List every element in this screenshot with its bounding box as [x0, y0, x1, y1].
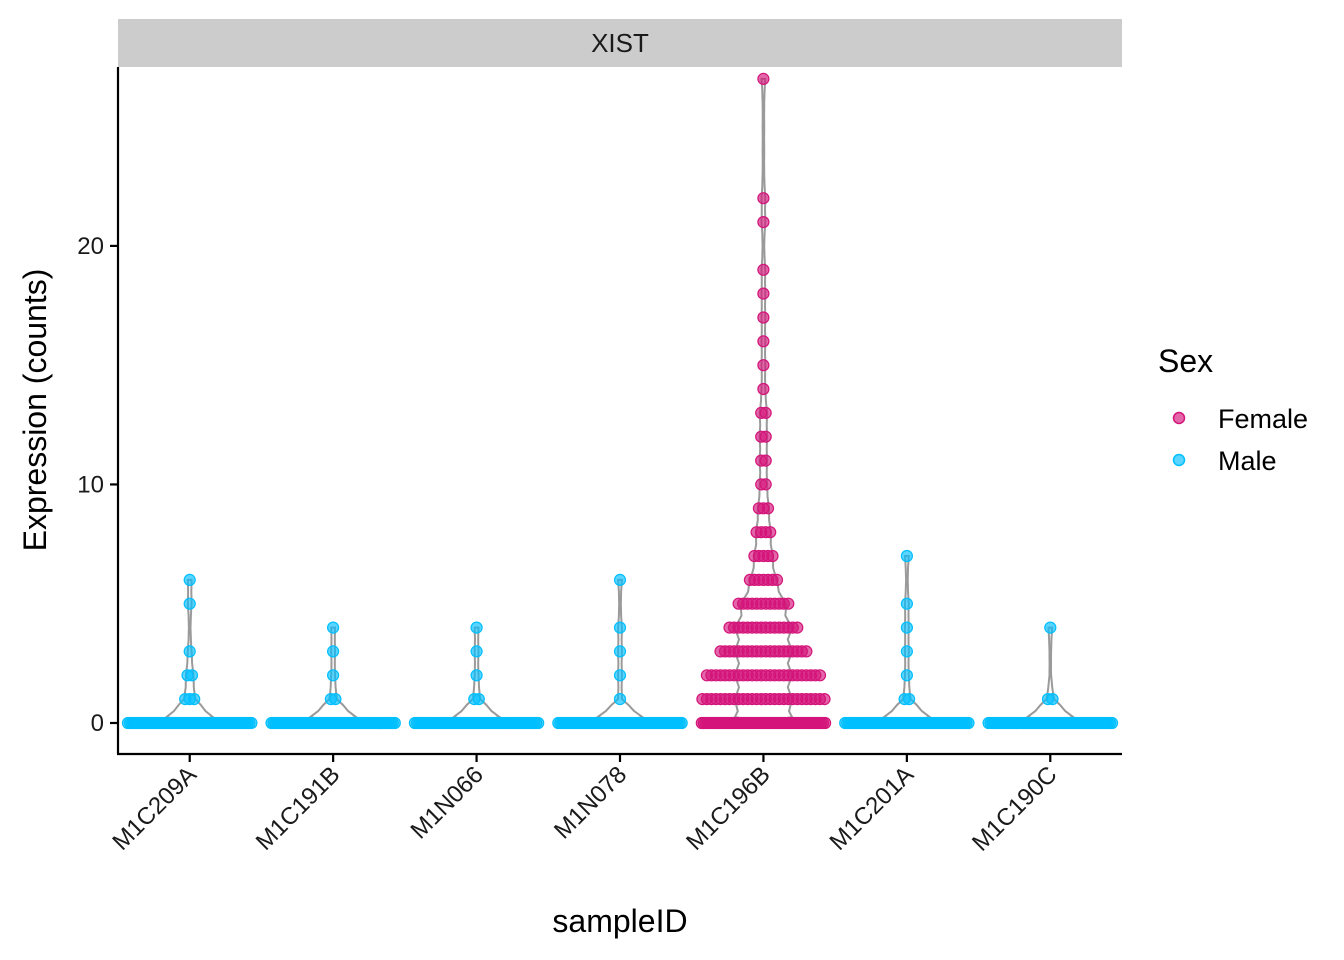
data-point: [183, 597, 196, 610]
x-tick-label: M1C190C: [967, 761, 1062, 856]
legend: Sex Female Male: [1158, 343, 1308, 476]
data-point: [327, 621, 340, 634]
data-point: [613, 573, 627, 587]
data-point: [675, 716, 688, 730]
facet-strip: [118, 19, 1122, 67]
data-point: [900, 645, 914, 658]
y-axis-title: Expression (counts): [17, 269, 53, 552]
y-axis-ticks: 0 10 20: [77, 233, 118, 737]
data-point: [1105, 716, 1119, 730]
data-point: [757, 192, 770, 205]
data-point: [900, 621, 914, 634]
legend-key-male: [1172, 453, 1186, 467]
data-point: [800, 645, 813, 658]
data-point: [759, 406, 772, 419]
data-point: [183, 645, 196, 658]
data-point: [1046, 692, 1059, 706]
x-axis-title: sampleID: [552, 903, 687, 939]
data-point: [470, 645, 483, 658]
data-point: [900, 597, 914, 610]
y-tick-label: 0: [91, 710, 104, 737]
data-point: [759, 478, 772, 491]
data-point: [766, 549, 779, 563]
x-tick-label: M1C209A: [107, 761, 202, 856]
facet-label: XIST: [591, 28, 649, 58]
data-point: [962, 716, 975, 730]
data-point: [818, 716, 832, 730]
data-point: [902, 692, 916, 706]
data-point: [764, 526, 777, 539]
x-tick-label: M1N078: [549, 761, 632, 844]
data-point: [759, 454, 772, 467]
legend-key-female: [1172, 411, 1186, 425]
data-point: [327, 645, 340, 658]
data-point: [757, 311, 770, 324]
data-point: [759, 430, 772, 443]
data-point: [757, 287, 770, 300]
data-point: [757, 359, 770, 372]
x-tick-label: M1C191B: [251, 761, 346, 856]
data-point: [188, 692, 201, 706]
x-axis-ticks: M1C209A M1C191B M1N066 M1N078 M1C196B M1C201A…: [107, 754, 1063, 857]
legend-label-male: Male: [1218, 446, 1277, 476]
data-point: [757, 335, 770, 348]
data-point: [900, 549, 914, 563]
data-point: [388, 716, 401, 730]
data-point: [183, 573, 196, 587]
data-point: [185, 669, 199, 682]
data-point: [770, 573, 784, 587]
data-point: [532, 716, 545, 730]
data-point: [757, 382, 770, 396]
data-point: [813, 669, 827, 682]
x-tick-label: M1N066: [406, 761, 489, 844]
y-tick-label: 10: [77, 471, 104, 498]
data-point: [470, 621, 483, 634]
data-point: [470, 669, 483, 682]
data-point: [818, 692, 831, 706]
data-point: [613, 621, 627, 634]
data-point: [757, 216, 770, 229]
data-point: [791, 621, 804, 634]
data-point: [329, 692, 342, 706]
data-point: [757, 72, 770, 86]
data-point: [245, 716, 258, 730]
violin-M1C190C: [1025, 626, 1076, 725]
legend-label-female: Female: [1218, 404, 1308, 434]
x-tick-label: M1C201A: [825, 761, 920, 856]
data-point: [757, 263, 770, 276]
data-point: [761, 502, 775, 515]
data-point: [327, 669, 340, 682]
x-tick-label: M1C196B: [681, 761, 776, 856]
data-point: [613, 645, 627, 658]
data-point: [782, 597, 795, 610]
data-point: [613, 692, 627, 706]
data-point: [613, 669, 627, 682]
legend-title: Sex: [1158, 343, 1213, 379]
y-tick-label: 20: [77, 233, 104, 260]
data-points: [121, 72, 1119, 730]
data-point: [472, 692, 485, 706]
data-point: [1044, 621, 1057, 634]
data-point: [900, 669, 914, 682]
